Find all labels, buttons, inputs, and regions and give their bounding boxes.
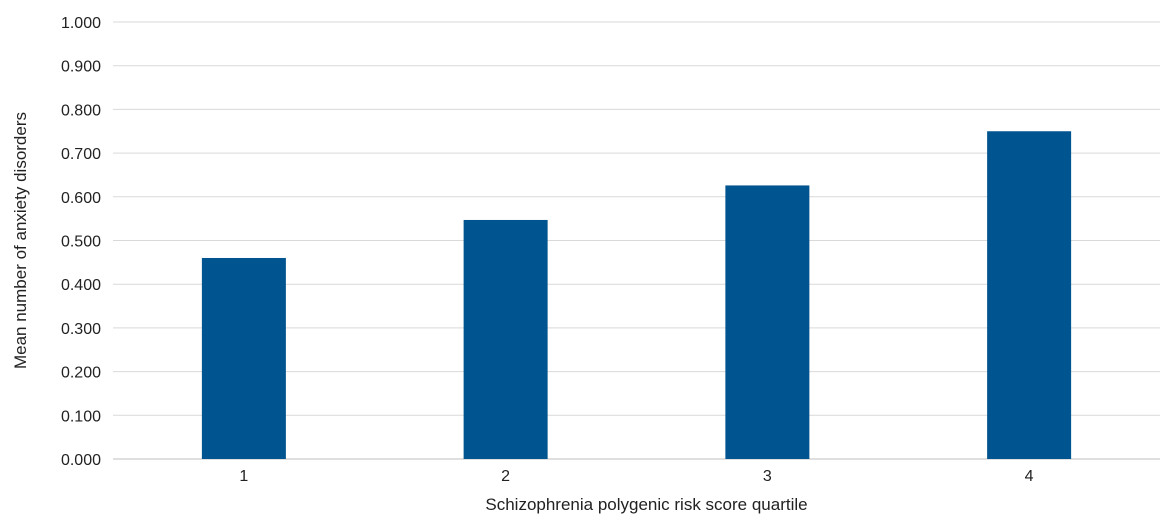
y-tick-label: 0.900 — [61, 59, 101, 76]
x-axis-title: Schizophrenia polygenic risk score quart… — [485, 495, 807, 514]
y-tick-label: 0.100 — [61, 408, 101, 425]
x-tick-label: 3 — [763, 468, 772, 485]
y-tick-label: 0.700 — [61, 146, 101, 163]
bar-quartile-3 — [725, 185, 810, 460]
y-tick-label: 1.000 — [61, 15, 101, 32]
y-tick-label: 0.800 — [61, 102, 101, 119]
y-tick-label: 0.400 — [61, 277, 101, 294]
x-tick-label: 4 — [1025, 468, 1034, 485]
y-axis-title: Mean number of anxiety disorders — [11, 112, 30, 369]
gridlines — [113, 21, 1160, 460]
y-tick-label: 0.200 — [61, 365, 101, 382]
y-axis-ticks: 0.000 0.100 0.200 0.300 0.400 0.500 0.600 0.700… — [61, 15, 101, 469]
bar-quartile-4 — [987, 131, 1072, 459]
y-tick-label: 0.300 — [61, 321, 101, 338]
y-tick-label: 0.000 — [61, 452, 101, 469]
bar-quartile-2 — [463, 219, 548, 459]
x-tick-label: 2 — [501, 468, 510, 485]
x-tick-label: 1 — [239, 468, 248, 485]
bar-quartile-1 — [201, 257, 286, 459]
x-axis-ticks: 1 2 3 4 — [239, 468, 1033, 485]
bars — [201, 131, 1072, 460]
y-tick-label: 0.500 — [61, 234, 101, 251]
y-tick-label: 0.600 — [61, 190, 101, 207]
